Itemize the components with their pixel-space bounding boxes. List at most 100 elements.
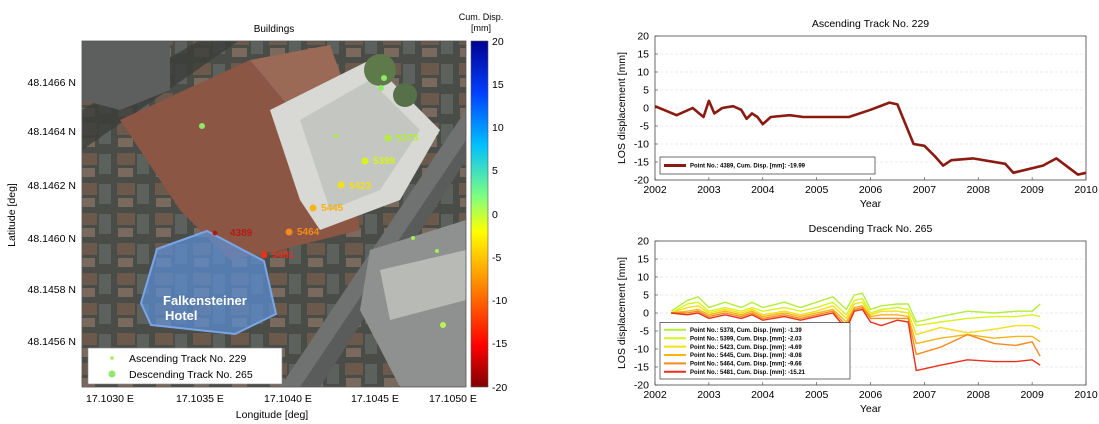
descending-x-tick-label: 2003	[697, 389, 721, 401]
legend-ascending-label: Ascending Track No. 229	[129, 353, 246, 365]
descending-y-tick-label: -10	[634, 344, 649, 356]
descending-y-axis-label: LOS displacement [mm]	[616, 257, 628, 369]
colorbar-tick-label: -10	[492, 295, 507, 307]
descending-points	[199, 75, 446, 328]
ascending-y-tick-label: 20	[637, 31, 649, 43]
descending-y-tick-label: -15	[634, 362, 649, 374]
map-x-tick-label: 17.1040 E	[264, 393, 312, 405]
descending-x-tick-label: 2008	[967, 389, 991, 401]
colorbar-tick-label: -15	[492, 338, 507, 350]
legend-descending-marker	[108, 370, 116, 378]
ascending-x-tick-label: 2006	[859, 184, 883, 196]
colorbar-tick-label: 15	[492, 79, 504, 91]
point-5399-marker	[361, 157, 369, 165]
ascending-legend-box	[659, 156, 876, 175]
map-x-tick-label: 17.1045 E	[351, 393, 399, 405]
ascending-x-axis-label: Year	[860, 198, 882, 210]
colorbar: Cum. Disp. [mm] 20 15 10 5 0 -5 -10 -15 …	[459, 12, 508, 394]
descending-legend-label: Point No.: 5464, Cum. Disp. [mm]: -9.66	[690, 362, 802, 368]
descending-legend-label: Point No.: 5445, Cum. Disp. [mm]: -8.08	[690, 353, 802, 359]
colorbar-title-line2: [mm]	[471, 23, 491, 33]
point-5423-marker	[337, 181, 345, 189]
ascending-x-tick-label: 2004	[751, 184, 775, 196]
labeled-points: 5378 5399 5423 5445 5464 5481 4389	[230, 133, 419, 261]
ascending-point	[411, 236, 415, 240]
point-5445-marker	[309, 204, 317, 212]
map-y-ticks: 48.1466 N 48.1464 N 48.1462 N 48.1460 N …	[28, 77, 76, 348]
descending-x-tick-label: 2002	[643, 389, 667, 401]
ascending-y-tick-label: -20	[634, 175, 649, 187]
map-legend: Ascending Track No. 229 Descending Track…	[87, 347, 283, 385]
legend-descending-label: Descending Track No. 265	[129, 369, 253, 381]
ascending-series-line	[654, 99, 1087, 176]
map-y-tick-label: 48.1464 N	[28, 126, 76, 138]
descending-x-tick-label: 2007	[913, 389, 937, 401]
point-5481-label: 5481	[272, 250, 295, 261]
colorbar-tick-label: -5	[492, 252, 501, 264]
hotel-label-line2: Hotel	[165, 308, 198, 323]
map-x-axis-label: Longitude [deg]	[236, 409, 308, 421]
descending-x-tick-label: 2004	[751, 389, 775, 401]
descending-y-tick-label: 20	[637, 236, 649, 248]
point-5378-label: 5378	[396, 133, 419, 144]
descending-series-line	[670, 301, 1041, 336]
descending-y-tick-label: -5	[640, 326, 649, 338]
descending-series-line	[670, 292, 1041, 323]
ascending-y-axis-label: LOS displacement [mm]	[616, 52, 628, 164]
descending-legend-label: Point No.: 5481, Cum. Disp. [mm]: -15.21	[690, 370, 806, 376]
map-y-tick-label: 48.1466 N	[28, 77, 76, 89]
descending-x-tick-label: 2010	[1074, 389, 1098, 401]
descending-y-tick-label: 15	[637, 254, 649, 266]
ascending-y-tick-label: 5	[643, 85, 649, 97]
map-title: Buildings	[254, 24, 295, 35]
ascending-point	[334, 134, 338, 138]
ascending-x-tick-label: 2003	[697, 184, 721, 196]
descending-x-tick-label: 2005	[805, 389, 829, 401]
map-x-ticks: 17.1030 E 17.1035 E 17.1040 E 17.1045 E …	[86, 393, 477, 405]
descending-series-line	[671, 308, 1041, 372]
descending-y-tick-label: -20	[634, 380, 649, 392]
descending-y-tick-label: 5	[643, 290, 649, 302]
ascending-y-tick-label: -10	[634, 139, 649, 151]
point-5481-marker	[260, 251, 268, 259]
point-5464-marker	[285, 228, 293, 236]
colorbar-tick-label: 20	[492, 36, 504, 48]
descending-y-tick-label: 10	[637, 272, 649, 284]
map-panel: Buildings Falkensteiner Hotel	[6, 12, 507, 421]
descending-chart-title: Descending Track No. 265	[809, 223, 933, 235]
colorbar-gradient	[470, 40, 489, 388]
colorbar-tick-label: 0	[492, 209, 498, 221]
hotel-footprint	[139, 229, 278, 336]
colorbar-title-line1: Cum. Disp.	[459, 12, 504, 22]
descending-legend-label: Point No.: 5423, Cum. Disp. [mm]: -4.69	[690, 345, 802, 351]
ascending-point	[212, 230, 218, 236]
map-y-tick-label: 48.1456 N	[28, 336, 76, 348]
descending-x-axis-label: Year	[860, 403, 882, 415]
legend-ascending-marker	[110, 356, 114, 360]
point-5399-label: 5399	[373, 156, 396, 167]
ascending-y-tick-label: 0	[643, 103, 649, 115]
descending-legend-label: Point No.: 5378, Cum. Disp. [mm]: -1.39	[690, 328, 802, 334]
map-y-axis-label: Latitude [deg]	[6, 183, 18, 247]
point-4389-label: 4389	[230, 228, 253, 239]
hotel-label-line1: Falkensteiner	[163, 293, 247, 308]
descending-x-tick-label: 2006	[859, 389, 883, 401]
map-y-tick-label: 48.1460 N	[28, 233, 76, 245]
descending-legend-box	[659, 322, 851, 380]
ascending-x-tick-label: 2008	[967, 184, 991, 196]
ascending-y-tick-label: -15	[634, 157, 649, 169]
ascending-x-tick-label: 2005	[805, 184, 829, 196]
ascending-legend-label: Point No.: 4389, Cum. Disp. [mm]: -19.99	[690, 164, 806, 170]
descending-y-tick-label: 0	[643, 308, 649, 320]
descending-series-line	[670, 297, 1041, 327]
ascending-chart-title: Ascending Track No. 229	[812, 18, 929, 30]
map-x-tick-label: 17.1030 E	[86, 393, 134, 405]
descending-x-tick-label: 2009	[1020, 389, 1044, 401]
map-y-tick-label: 48.1462 N	[28, 180, 76, 192]
descending-point	[440, 322, 446, 328]
colorbar-tick-label: -20	[492, 382, 507, 394]
ascending-x-tick-label: 2007	[913, 184, 937, 196]
ascending-y-tick-label: -5	[640, 121, 649, 133]
